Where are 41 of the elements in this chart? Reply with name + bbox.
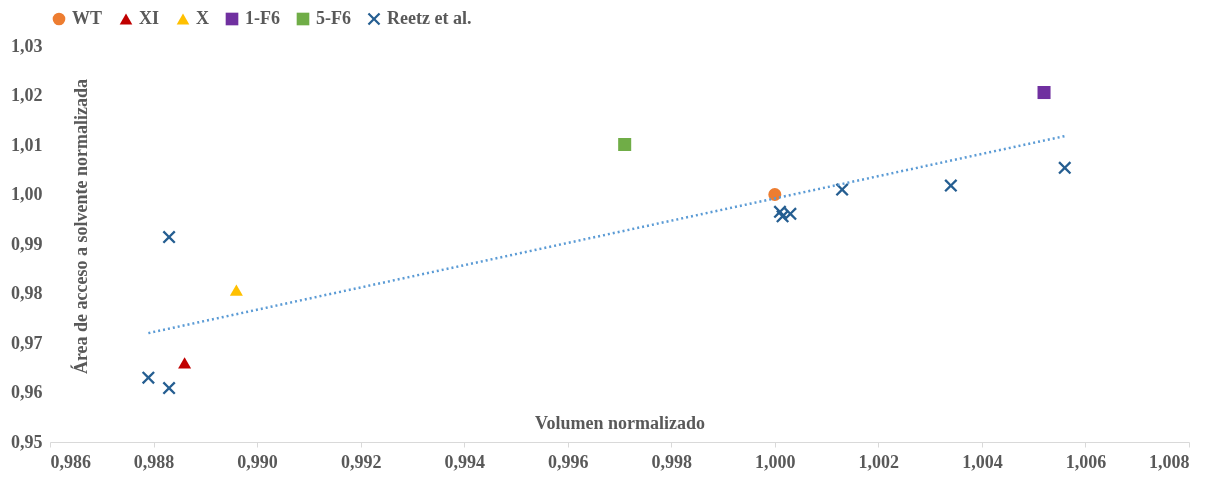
point bbox=[141, 371, 155, 385]
x-tick-label: 0,990 bbox=[237, 451, 278, 472]
y-axis-title: Área de acceso a solvente normalizada bbox=[69, 78, 91, 375]
point bbox=[768, 187, 782, 202]
x-tick-label: 0,988 bbox=[133, 451, 175, 472]
point bbox=[835, 183, 849, 197]
y-tick-label: 0,97 bbox=[11, 332, 43, 353]
point bbox=[618, 137, 632, 152]
x-tick-label: 1,008 bbox=[1149, 451, 1190, 472]
legend-label: 5-F6 bbox=[316, 8, 351, 28]
x-tick-label: 0,992 bbox=[340, 451, 382, 472]
x-axis-title: Volumen normalizado bbox=[535, 412, 705, 433]
y-tick-label: 0,95 bbox=[11, 431, 43, 452]
legend-label: WT bbox=[72, 8, 103, 28]
y-tick-label: 0,99 bbox=[11, 233, 43, 254]
y-tick-label: 1,00 bbox=[11, 184, 43, 204]
x-tick-label: 1,006 bbox=[1065, 451, 1107, 472]
point bbox=[1037, 86, 1051, 100]
y-tick-label: 0,96 bbox=[11, 382, 43, 402]
legend-label: X bbox=[196, 8, 209, 28]
legend-label: XI bbox=[139, 8, 160, 28]
y-tick-label: 1,01 bbox=[11, 134, 43, 155]
point bbox=[162, 230, 176, 244]
x-tick-label: 1,002 bbox=[858, 451, 900, 472]
point bbox=[783, 207, 797, 221]
legend-label: 1-F6 bbox=[245, 8, 280, 28]
x-tick-label: 0,994 bbox=[444, 451, 485, 472]
legend-label: Reetz et al. bbox=[387, 8, 472, 28]
y-tick-label: 0,98 bbox=[11, 283, 43, 303]
x-tick-label: 0,986 bbox=[50, 451, 91, 472]
x-tick-label: 1,004 bbox=[962, 451, 1003, 472]
point bbox=[162, 381, 176, 395]
x-tick-label: 0,996 bbox=[547, 451, 589, 472]
y-tick-label: 1,02 bbox=[11, 85, 43, 105]
point bbox=[1058, 161, 1072, 175]
point bbox=[229, 284, 243, 296]
x-tick-label: 0,998 bbox=[651, 451, 693, 472]
point bbox=[944, 179, 958, 193]
point bbox=[178, 357, 192, 369]
x-tick-label: 1,000 bbox=[755, 451, 796, 472]
y-tick-label: 1,03 bbox=[11, 35, 43, 56]
